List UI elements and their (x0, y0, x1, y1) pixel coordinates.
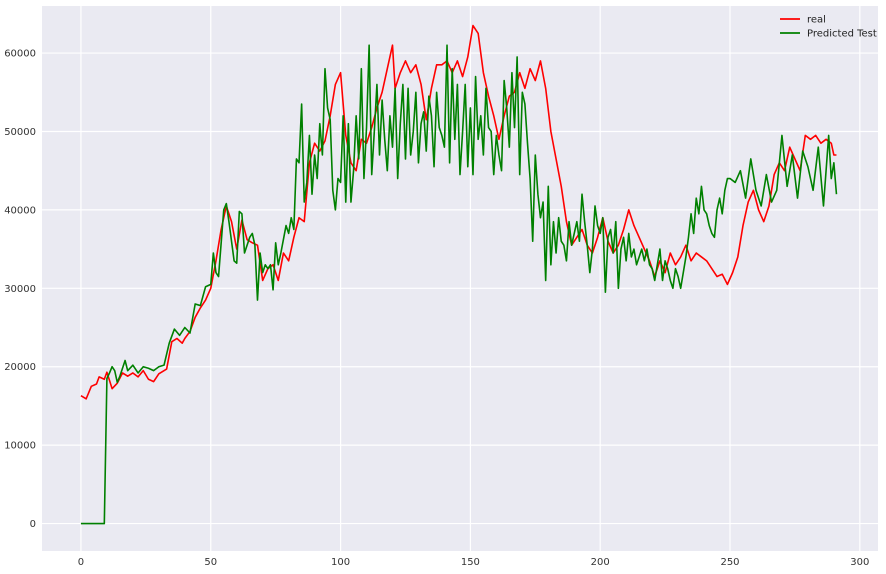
y-tick-label: 20000 (4, 362, 36, 373)
y-axis-ticks: 0 10000 20000 30000 40000 50000 60000 (4, 49, 36, 531)
series-line-real (80, 24, 837, 400)
x-axis-ticks: 0 50 100 150 200 250 300 (78, 557, 870, 568)
y-tick-label: 30000 (4, 284, 36, 295)
legend: real Predicted Test (780, 15, 877, 40)
x-tick-label: 250 (720, 557, 739, 568)
y-tick-label: 40000 (4, 205, 36, 216)
y-tick-label: 50000 (4, 127, 36, 138)
plot-background (42, 6, 878, 551)
x-tick-label: 200 (591, 557, 610, 568)
legend-label: Predicted Test (807, 29, 877, 40)
x-tick-label: 0 (78, 557, 84, 568)
y-tick-label: 10000 (4, 441, 36, 452)
series-layer (80, 24, 838, 525)
series-line-predicted-test (80, 44, 838, 525)
x-tick-label: 300 (850, 557, 869, 568)
legend-label: real (807, 15, 826, 26)
x-tick-label: 150 (461, 557, 480, 568)
x-tick-label: 50 (204, 557, 217, 568)
x-tick-label: 100 (331, 557, 350, 568)
y-tick-label: 60000 (4, 49, 36, 60)
y-tick-label: 0 (30, 519, 36, 530)
